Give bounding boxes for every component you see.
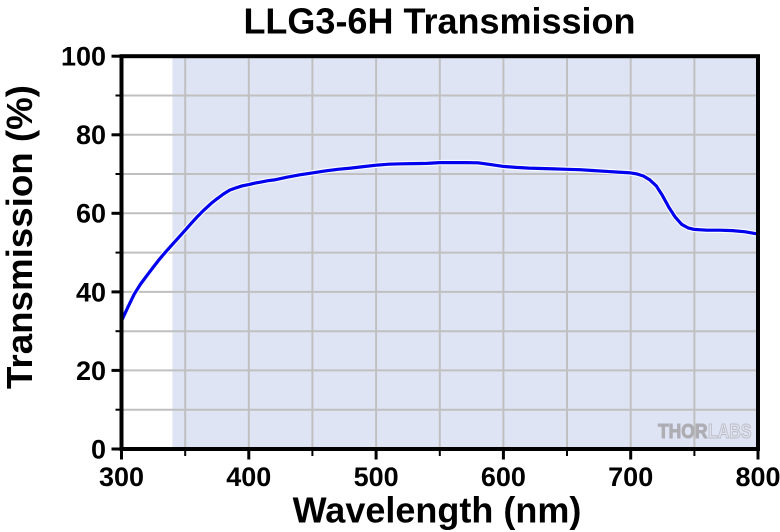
svg-text:40: 40: [76, 277, 106, 307]
svg-text:300: 300: [99, 462, 144, 492]
svg-text:500: 500: [354, 462, 399, 492]
svg-text:0: 0: [91, 434, 106, 464]
svg-text:THOR: THOR: [658, 421, 708, 443]
svg-text:Transmission (%): Transmission (%): [0, 85, 40, 389]
svg-text:Wavelength (nm): Wavelength (nm): [293, 489, 582, 530]
svg-text:LLG3-6H Transmission: LLG3-6H Transmission: [243, 1, 635, 42]
svg-text:100: 100: [61, 42, 106, 72]
svg-text:20: 20: [76, 356, 106, 386]
svg-text:700: 700: [608, 462, 653, 492]
svg-text:LABS: LABS: [708, 421, 752, 443]
svg-text:400: 400: [226, 462, 271, 492]
svg-text:60: 60: [76, 199, 106, 229]
svg-text:600: 600: [481, 462, 526, 492]
svg-text:800: 800: [735, 462, 780, 492]
svg-text:80: 80: [76, 120, 106, 150]
